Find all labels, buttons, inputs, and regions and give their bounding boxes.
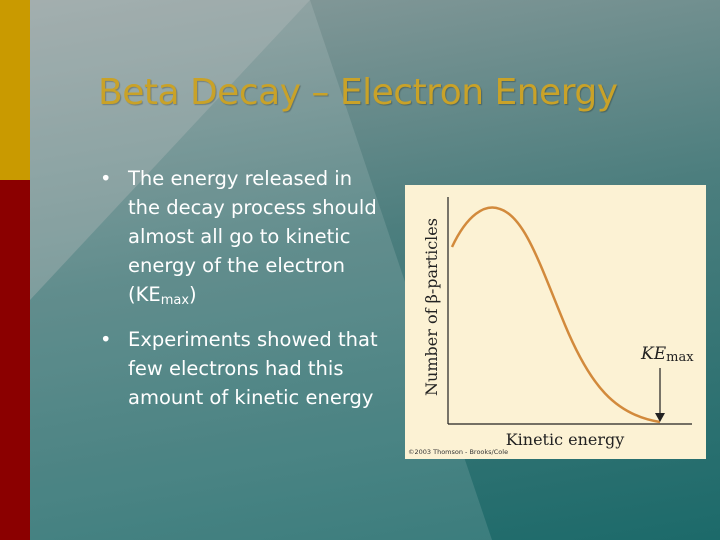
slide-title: Beta Decay – Electron Energy: [98, 72, 618, 113]
background-band: [30, 0, 492, 540]
background-corner: [30, 0, 310, 300]
bullet-dot: •: [100, 328, 112, 351]
distribution-curve: [450, 206, 661, 424]
annotation: KEmax: [640, 344, 694, 365]
bullet-dot: •: [100, 167, 112, 190]
figure: KEmax Kinetic energy Number of β-particl…: [405, 185, 706, 459]
bullet: • The energy released in the decay proces…: [100, 164, 390, 315]
accent-gold: [0, 0, 30, 180]
x-axis-label: Kinetic energy: [506, 430, 625, 449]
bullet-subscript: max: [160, 293, 190, 308]
bullet-text: The energy released in the decay process…: [128, 167, 377, 306]
bullet-text: Experiments showed that few electrons ha…: [128, 328, 378, 409]
accent-red: [0, 180, 30, 540]
bullet-tail: ): [189, 283, 197, 306]
bullet: • Experiments showed that few electrons h…: [100, 325, 390, 412]
arrow-head: [655, 413, 665, 422]
y-axis-label: Number of β-particles: [422, 218, 441, 396]
credit: ©2003 Thomson - Brooks/Cole: [408, 448, 508, 456]
